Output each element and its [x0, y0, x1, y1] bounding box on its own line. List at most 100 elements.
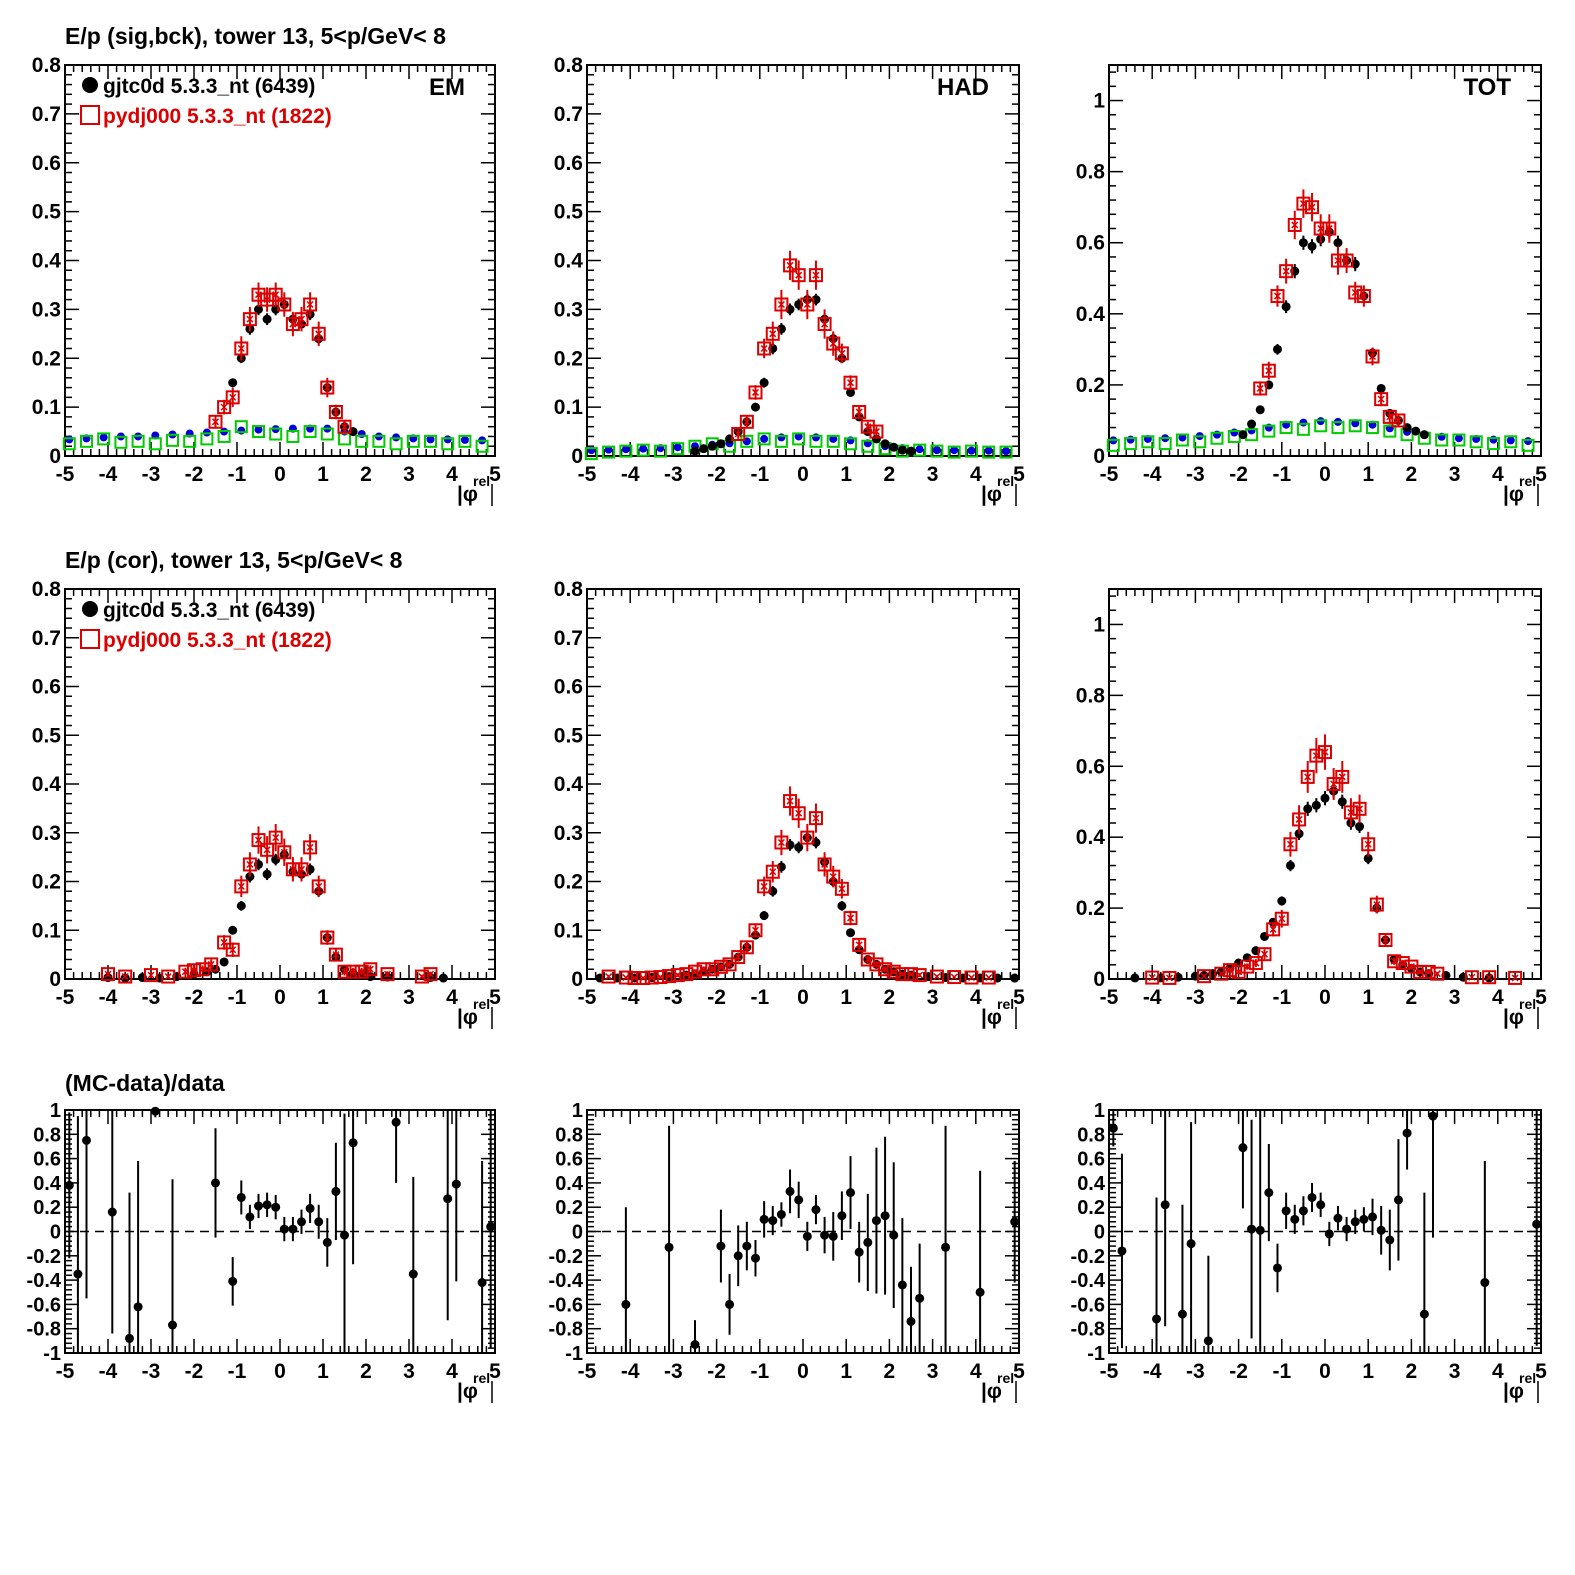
y-tick-label: 0.6 — [554, 676, 583, 699]
data-point-cross — [933, 973, 941, 981]
x-tick-label: 5 — [489, 986, 501, 1009]
data-point — [895, 967, 910, 982]
data-point — [1178, 433, 1187, 442]
x-tick-label: -2 — [185, 1360, 204, 1383]
data-point — [1299, 418, 1308, 427]
data-point — [311, 879, 326, 894]
data-point-cross — [340, 423, 349, 431]
x-axis-label: |φ — [981, 1006, 1002, 1029]
x-tick-label: 4 — [446, 463, 458, 486]
data-point-cross — [297, 865, 306, 873]
data-point — [251, 287, 266, 302]
data-point — [1435, 433, 1449, 447]
data-point — [860, 419, 875, 434]
data-point-cross — [1394, 416, 1402, 424]
series-data — [64, 1106, 496, 1353]
data-point — [1330, 253, 1345, 268]
data-point — [348, 1138, 358, 1148]
data-point-cross — [207, 960, 215, 968]
data-point-cross — [1373, 901, 1381, 909]
data-point — [636, 971, 651, 986]
data-point — [1454, 434, 1463, 443]
x-tick-label: -4 — [621, 463, 640, 486]
data-point — [1374, 392, 1389, 407]
data-point-cross — [246, 315, 254, 323]
data-point-cross — [383, 970, 392, 978]
data-point — [619, 444, 633, 458]
data-point — [236, 901, 246, 911]
y-tick-label: 0.3 — [32, 822, 61, 845]
data-point-cross — [1407, 963, 1415, 971]
data-point — [1126, 435, 1135, 444]
data-point — [234, 420, 248, 434]
y-tick-label: -0.2 — [549, 1246, 583, 1268]
data-point — [897, 445, 907, 455]
data-point — [982, 445, 996, 459]
legend-marker-data — [82, 601, 98, 617]
data-point-cross — [1291, 221, 1299, 229]
data-point — [722, 957, 737, 972]
data-point-cross — [838, 885, 846, 893]
data-point — [286, 429, 300, 443]
data-point — [906, 1316, 916, 1326]
x-tick-label: -1 — [750, 463, 769, 486]
data-point — [118, 969, 133, 984]
series-mc — [101, 823, 438, 984]
data-point — [750, 402, 760, 412]
data-point — [254, 304, 263, 314]
data-point — [915, 445, 924, 454]
x-tick-label: -3 — [142, 463, 161, 486]
data-point — [774, 835, 789, 850]
data-point — [844, 437, 858, 451]
data-point — [200, 432, 214, 446]
data-point — [236, 1192, 246, 1202]
y-tick-label: 0.8 — [554, 54, 584, 77]
y-tick-label: 0.8 — [554, 578, 584, 601]
data-point-cross — [246, 860, 254, 868]
x-tick-label: -5 — [578, 463, 597, 486]
data-point — [817, 317, 832, 332]
data-point — [1351, 419, 1360, 428]
data-point — [869, 424, 884, 439]
data-point — [1365, 349, 1380, 364]
data-point — [1339, 253, 1354, 268]
data-point — [1322, 221, 1337, 236]
data-point — [320, 427, 334, 441]
x-tick-label: -2 — [707, 463, 726, 486]
x-axis-superscript: rel — [1519, 1370, 1536, 1386]
data-point — [981, 970, 996, 985]
data-point — [475, 439, 489, 453]
data-point — [1117, 1246, 1127, 1256]
data-point — [1162, 970, 1177, 985]
data-point-cross — [426, 970, 435, 978]
data-point-cross — [751, 926, 760, 934]
data-point-cross — [297, 315, 306, 323]
y-tick-label: 0.5 — [32, 201, 62, 224]
row-title-ratio: (MC-data)/data — [65, 1070, 225, 1096]
data-point — [1238, 430, 1248, 440]
x-tick-label: 0 — [274, 986, 286, 1009]
data-point-cross — [872, 428, 880, 436]
data-point-cross — [1260, 950, 1269, 958]
data-point — [1255, 405, 1265, 415]
x-tick-label: -4 — [621, 1360, 640, 1383]
x-tick-label: -2 — [707, 986, 726, 1009]
data-point-cross — [950, 973, 958, 981]
data-point-cross — [237, 882, 245, 890]
data-point — [372, 434, 386, 448]
data-point — [1356, 289, 1371, 304]
x-tick-label: 4 — [446, 986, 458, 1009]
data-point — [915, 1293, 925, 1303]
x-tick-label: 0 — [274, 1360, 286, 1383]
data-point-cross — [332, 408, 340, 416]
data-point — [690, 1339, 700, 1349]
data-point — [438, 973, 448, 983]
data-point — [1333, 1213, 1343, 1223]
data-point — [618, 970, 633, 985]
x-tick-label: 3 — [1449, 1360, 1461, 1383]
data-point — [242, 857, 257, 872]
data-point — [783, 258, 798, 273]
data-point-cross — [272, 291, 280, 299]
x-tick-label: -3 — [1186, 463, 1205, 486]
